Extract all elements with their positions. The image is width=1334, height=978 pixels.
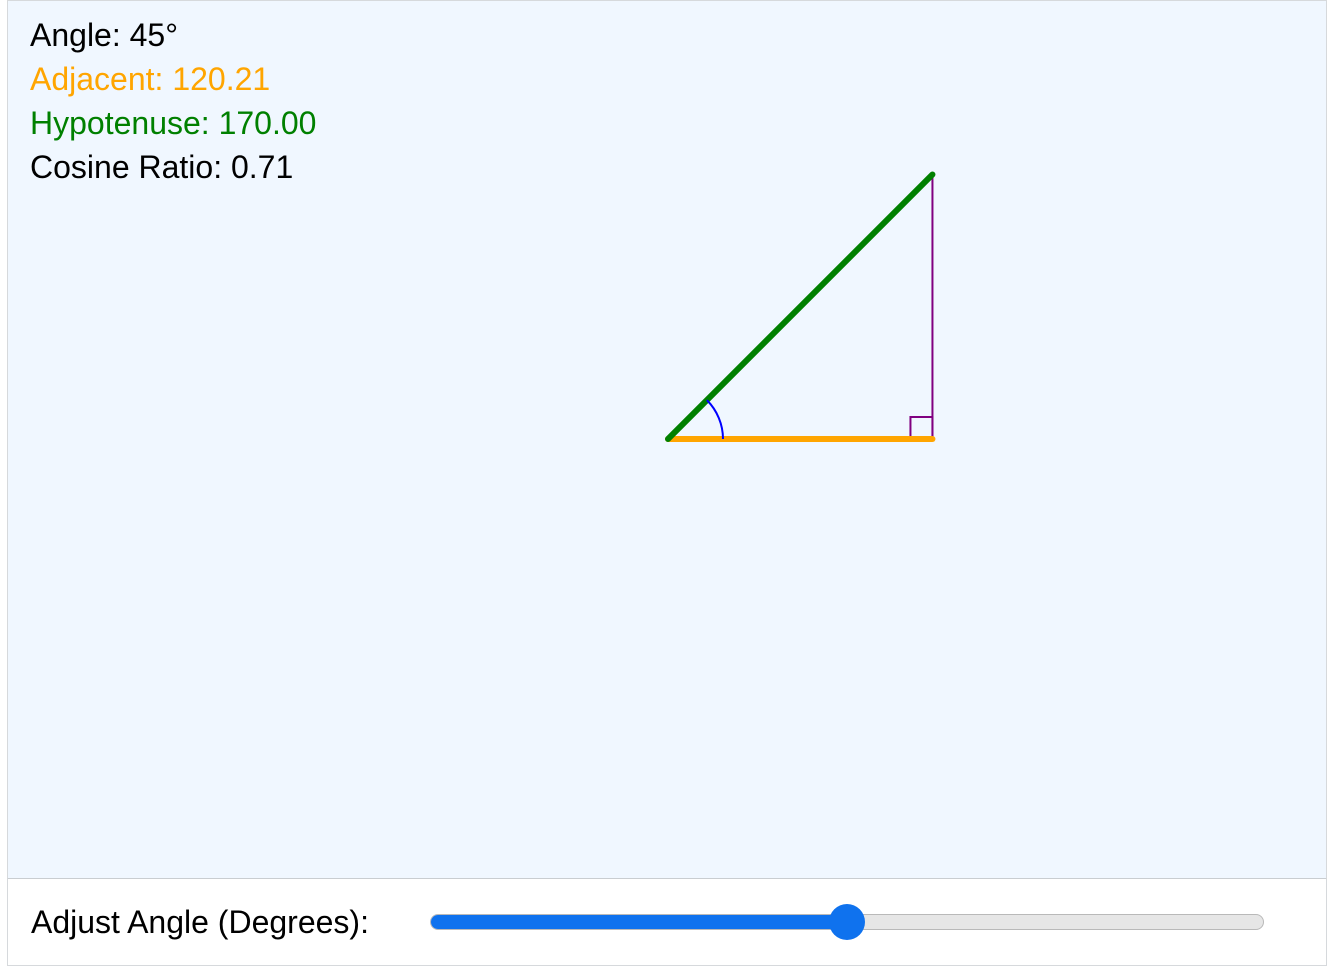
triangle-canvas: Angle: 45° Adjacent: 120.21 Hypotenuse: … [7,0,1327,880]
triangle-diagram [665,171,936,442]
right-angle-marker [909,416,934,440]
angle-control-bar: Adjust Angle (Degrees): [7,879,1327,966]
readout-panel: Angle: 45° Adjacent: 120.21 Hypotenuse: … [30,13,316,189]
hypotenuse-side [665,171,936,442]
angle-slider-label: Adjust Angle (Degrees): [31,904,369,940]
angle-slider-thumb[interactable] [829,904,865,940]
angle-arc [706,399,724,440]
angle-slider-fill [431,915,848,929]
hypotenuse-readout: Hypotenuse: 170.00 [30,105,317,141]
adjacent-readout: Adjacent: 120.21 [30,61,271,97]
angle-readout: Angle: 45° [30,17,179,53]
cosine-ratio-readout: Cosine Ratio: 0.71 [30,149,294,185]
